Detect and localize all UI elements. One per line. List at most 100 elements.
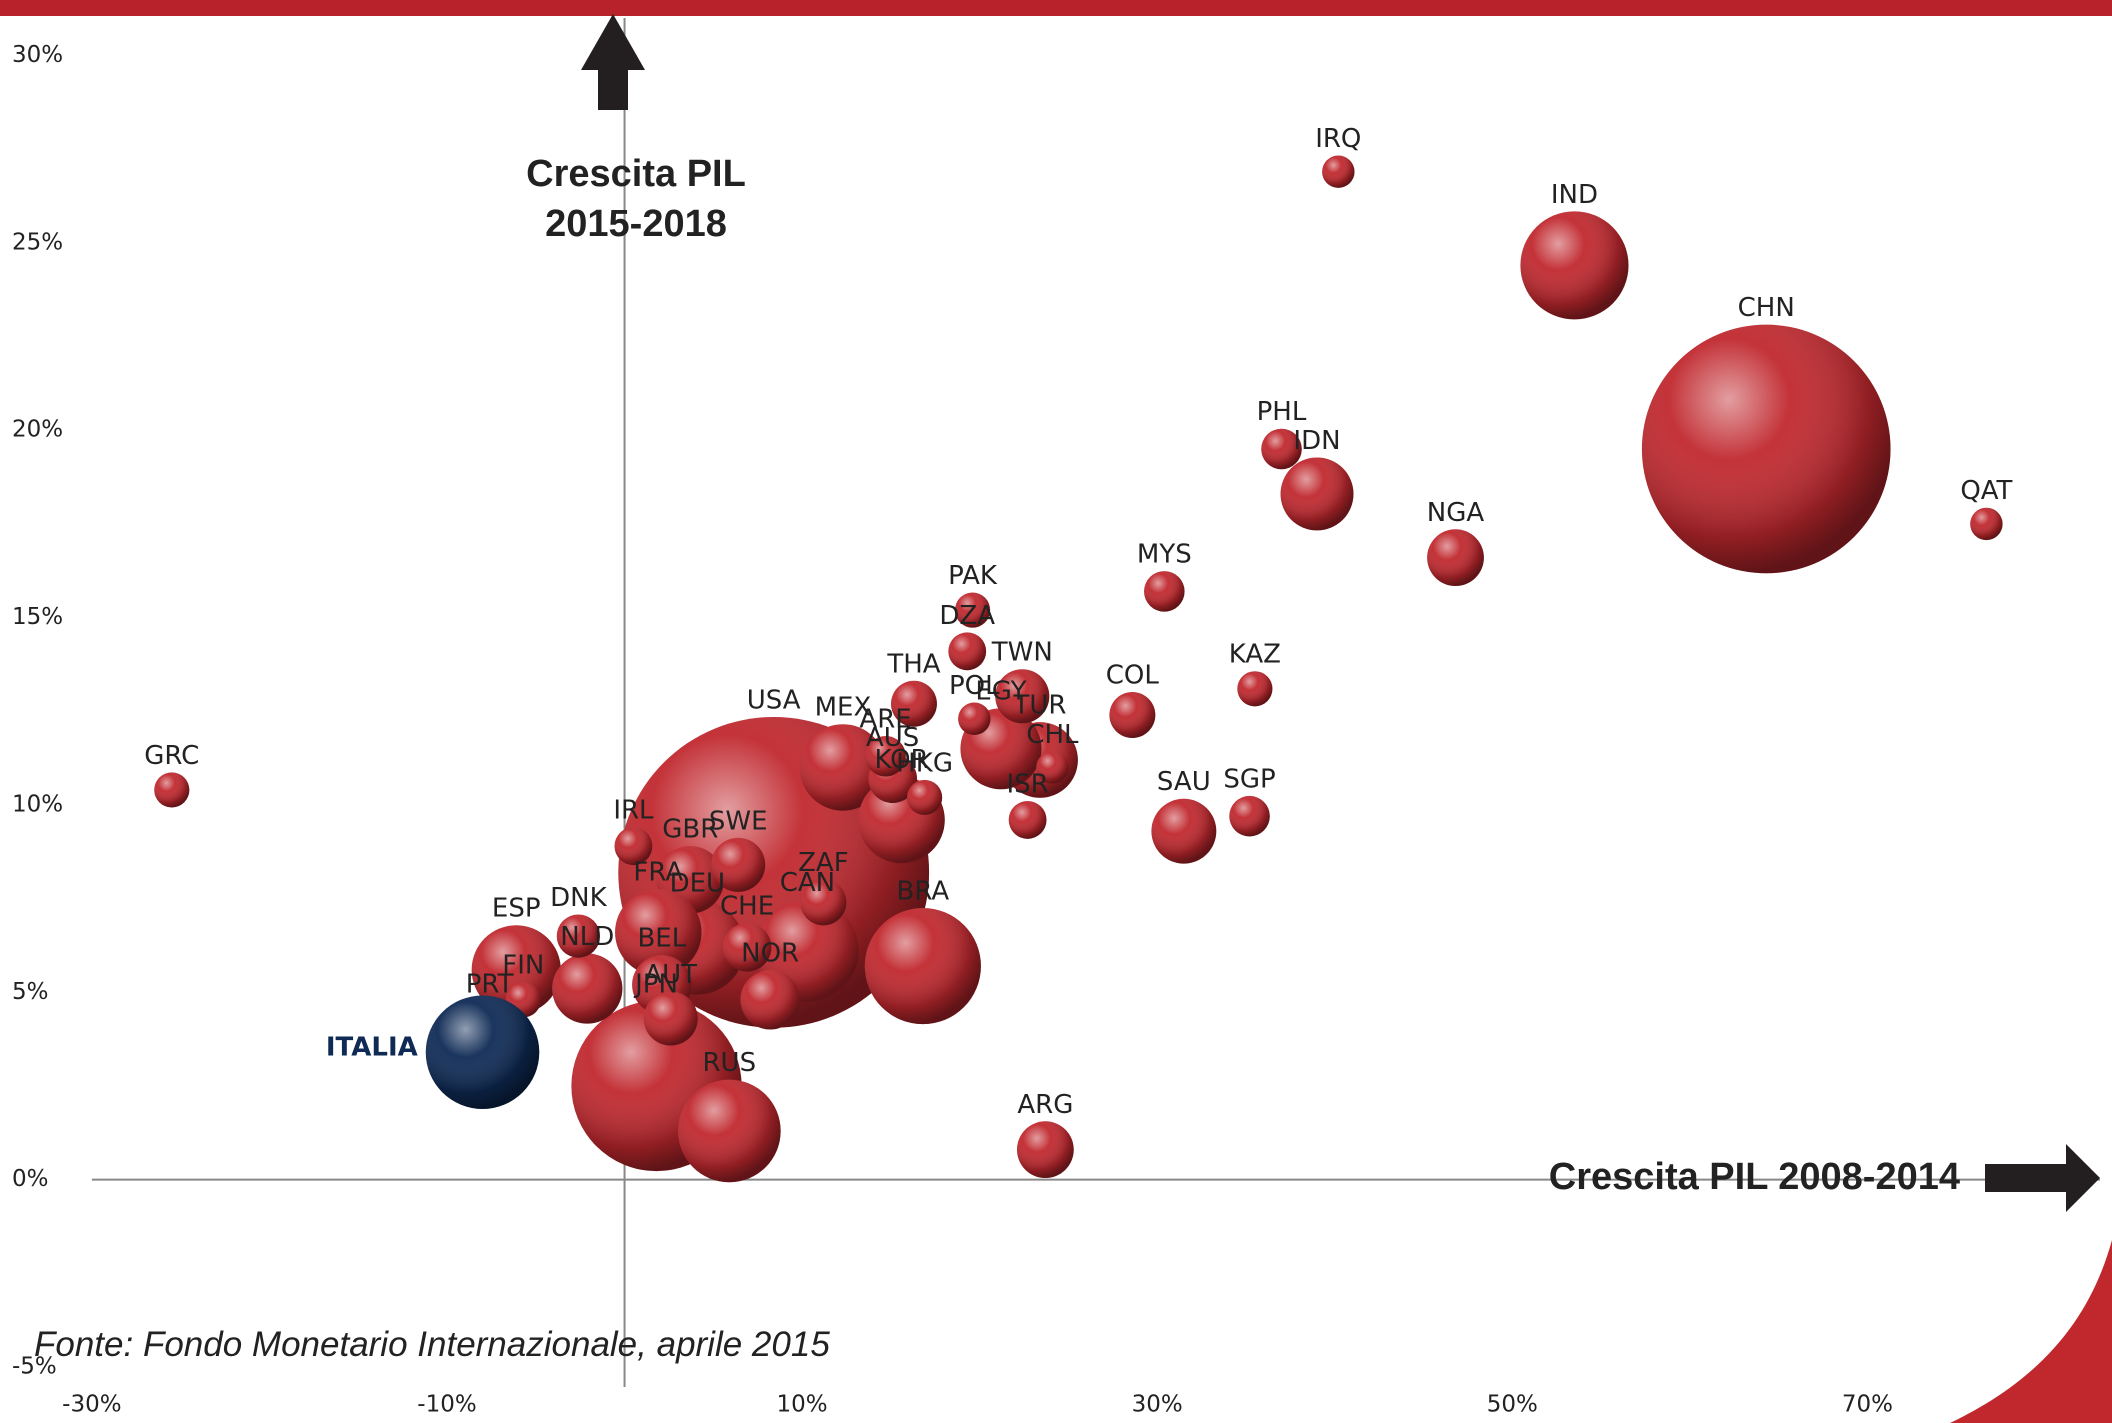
bubble-group (556, 914, 601, 958)
bubble-label: PAK (948, 561, 998, 591)
x-tick-label: 70% (1842, 1392, 1893, 1418)
bubble-label: ZAF (798, 848, 849, 878)
bubble-label: THA (886, 649, 940, 679)
y-tick-label: 25% (12, 229, 63, 255)
bubble-label: MEX (815, 693, 872, 723)
bubble-group (954, 592, 991, 628)
bubble-group (864, 907, 981, 1025)
x-tick-label: 30% (1132, 1392, 1183, 1418)
bubble-group (154, 772, 190, 808)
bubble-shading (614, 827, 653, 866)
x-tick-label: -10% (417, 1392, 476, 1418)
bubble-label: TWN (991, 638, 1053, 668)
bubble-label: IND (1551, 180, 1598, 210)
bubble-shading (800, 879, 847, 926)
bubble-label: JPN (633, 969, 678, 999)
bubble-shading (615, 889, 702, 976)
bubble-shading (711, 837, 766, 892)
bubble-shading (1641, 324, 1891, 574)
bubble-label: USA (747, 685, 801, 715)
bubble-shading (1109, 692, 1156, 738)
bubble-shading (1261, 428, 1302, 470)
bubble-group (1008, 801, 1047, 839)
top-bar (0, 0, 2112, 16)
bubble-label: BRA (897, 876, 950, 906)
bubble-label: CHL (1026, 720, 1079, 750)
bubble-label: CHE (720, 892, 774, 922)
bubble-shading (995, 669, 1050, 724)
bubble-group (722, 923, 772, 972)
bubble-group (425, 995, 540, 1109)
bubble-shading (1008, 801, 1047, 839)
y-axis-title: 2015-2018 (545, 203, 727, 245)
bubble-group (1520, 211, 1629, 320)
bubble-label: TUR (1013, 691, 1067, 721)
bubble-label: AUT (644, 960, 697, 990)
bubble-group (1641, 324, 1891, 574)
bubble-shading (552, 953, 623, 1024)
bubble-shading (677, 1079, 781, 1183)
bubble-label: ITALIA (326, 1033, 418, 1063)
bubble-group (958, 702, 991, 735)
bubble-shading (1322, 155, 1355, 188)
bubble-label: ESP (492, 894, 541, 924)
bubble-label: NOR (741, 939, 799, 969)
bubble-label: KOR (874, 745, 928, 775)
bubble-label: BEL (637, 924, 686, 954)
bubble-group (1109, 692, 1156, 738)
bubble-group (948, 632, 987, 671)
bubble-shading (1016, 1121, 1074, 1179)
bubble-shading (556, 914, 601, 958)
bubble-shading (1151, 798, 1217, 864)
bubble-group (865, 735, 906, 777)
bubble-group (1237, 671, 1273, 707)
bubble-shading (643, 991, 698, 1046)
bubble-group (1151, 798, 1217, 864)
bubble-shading (1237, 671, 1273, 707)
arrow-head (581, 14, 645, 70)
bubble-group (1427, 529, 1484, 587)
bubble-group (1016, 1121, 1074, 1179)
bubble-label: SWE (709, 806, 768, 836)
bubble-label: IRL (613, 796, 654, 826)
bubble-shading (1280, 457, 1354, 531)
y-arrow (581, 14, 645, 110)
bubble-label: IRQ (1315, 124, 1361, 154)
arrow-shaft (1985, 1164, 2069, 1192)
bubble-label: AUS (866, 723, 919, 753)
bubble-shading (1520, 211, 1629, 320)
bubble-shading (425, 995, 540, 1109)
bubbles (154, 155, 2003, 1183)
bubble-label: PRT (466, 969, 514, 999)
bubble-label: POL (949, 671, 1000, 701)
bubble-group (552, 953, 623, 1024)
bubble-group (799, 724, 887, 811)
bubble-shading (958, 702, 991, 735)
y-tick-label: 5% (12, 979, 49, 1005)
arrow-head (2066, 1144, 2100, 1212)
bubble-label: DZA (939, 601, 995, 631)
y-tick-label: 10% (12, 791, 63, 817)
arrow-shaft (598, 68, 628, 110)
bubble-group (677, 1079, 781, 1183)
bubble-shading (890, 680, 937, 727)
bubble-shading (799, 724, 887, 811)
bubble-group (1280, 457, 1354, 531)
y-tick-label: 30% (12, 42, 63, 68)
bubble-label: SGP (1223, 764, 1275, 794)
bubble-label: COL (1106, 661, 1160, 691)
bubble-label: SAU (1157, 767, 1211, 797)
bubble-group (1036, 751, 1069, 784)
bubble-label: NLD (560, 922, 614, 952)
y-axis-title: Crescita PIL (526, 153, 746, 195)
bubble-shading (864, 907, 981, 1025)
bubble-group (1322, 155, 1355, 188)
bubble-label: NGA (1427, 498, 1485, 528)
bubble-group (890, 680, 937, 727)
bubble-shading (1229, 795, 1270, 837)
bubble-label: GRC (144, 741, 199, 771)
bubble-group (643, 991, 698, 1046)
bubble-shading (907, 779, 943, 816)
bubble-group (800, 879, 847, 926)
